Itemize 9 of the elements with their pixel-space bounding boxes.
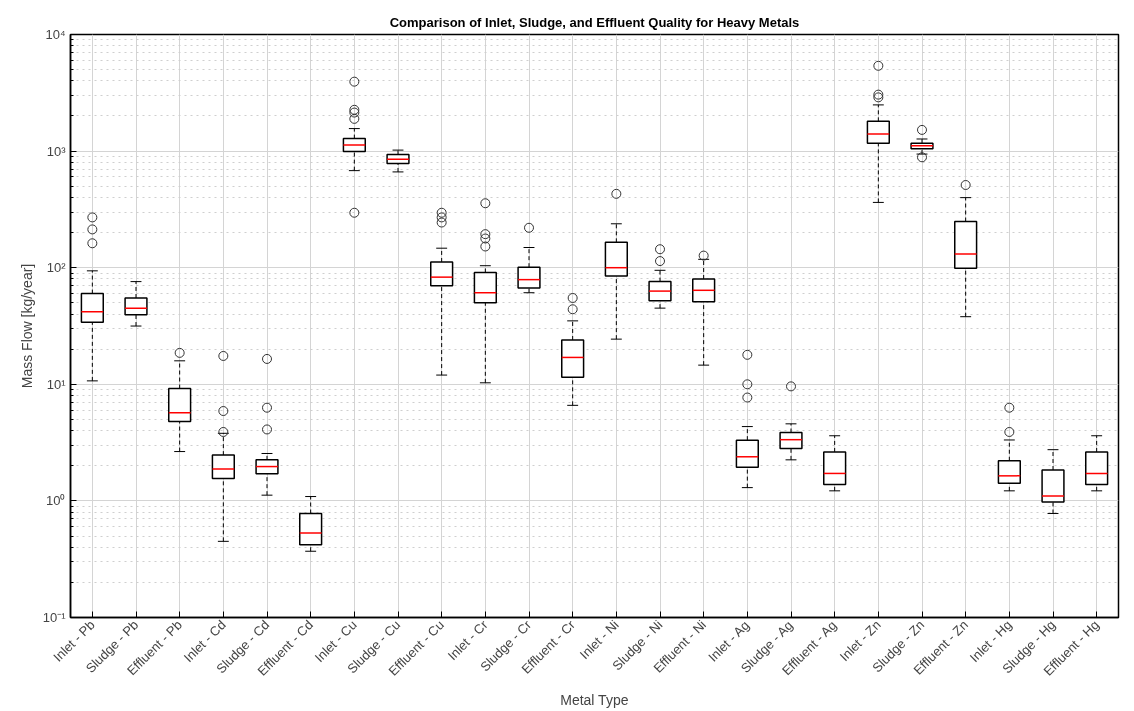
y-tick-label: 10⁰ xyxy=(46,493,66,509)
x-axis-title: Metal Type xyxy=(560,692,629,709)
y-tick-label: 10³ xyxy=(46,143,67,159)
y-tick-label: 10² xyxy=(46,260,67,276)
y-tick-label: 10¹ xyxy=(46,376,67,392)
chart-title: Comparison of Inlet, Sludge, and Effluent Quality for Heavy Metals xyxy=(389,14,800,30)
y-axis-title: Mass Flow [kg/year] xyxy=(18,263,35,389)
y-tick-label: 10⁴ xyxy=(45,27,66,42)
y-tick-label: 10⁻¹ xyxy=(42,610,67,625)
